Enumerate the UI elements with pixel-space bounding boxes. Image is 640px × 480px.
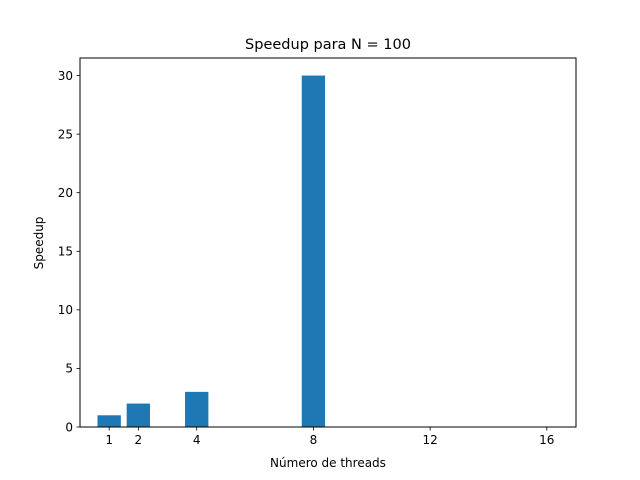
x-tick-label: 8 (310, 433, 318, 447)
y-tick-label: 0 (65, 420, 73, 434)
y-axis-title: Speedup (32, 217, 46, 270)
y-tick-label: 5 (65, 362, 73, 376)
plot-frame (79, 57, 577, 428)
x-tick-label: 1 (105, 433, 113, 447)
x-tick-label: 4 (193, 433, 201, 447)
bar-threads-2 (126, 403, 151, 427)
y-tick-label: 15 (58, 245, 73, 259)
y-tick-label: 25 (58, 127, 73, 141)
y-tick-label: 20 (58, 186, 73, 200)
chart-title: Speedup para N = 100 (245, 37, 411, 53)
x-tick-label: 16 (539, 433, 554, 447)
bars-group (97, 75, 326, 428)
bar-threads-4 (185, 391, 209, 427)
y-tick-label: 10 (58, 303, 73, 317)
x-tick-label: 12 (422, 433, 437, 447)
x-axis-ticks: 1 2 4 8 12 16 (105, 427, 554, 447)
y-axis-ticks: 0 5 10 15 20 25 30 (58, 69, 80, 434)
x-tick-label: 2 (135, 433, 143, 447)
bar-threads-8 (301, 75, 326, 428)
bar-threads-1 (97, 415, 121, 427)
x-axis-title: Número de threads (270, 456, 386, 470)
y-tick-label: 30 (58, 69, 73, 83)
